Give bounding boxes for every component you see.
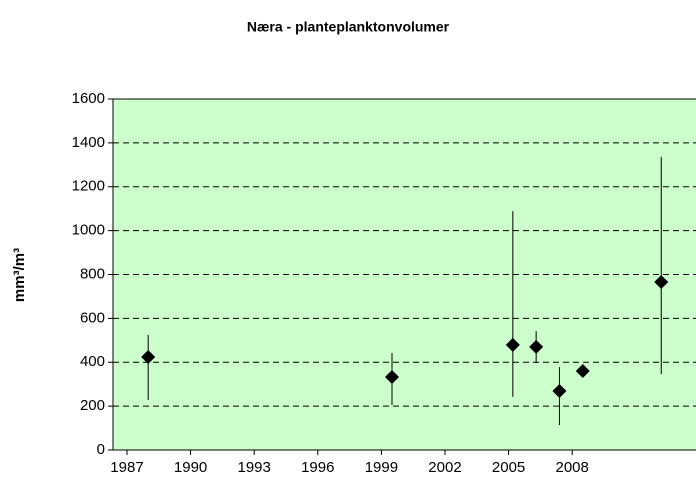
chart-title: Næra - planteplanktonvolumer <box>247 19 450 35</box>
y-tick-label: 200 <box>80 397 105 414</box>
x-tick-label: 1993 <box>238 459 271 476</box>
y-tick-label: 1400 <box>72 134 105 151</box>
marker <box>654 274 669 289</box>
marker <box>384 369 399 384</box>
y-tick-label: 600 <box>80 309 105 326</box>
marker <box>505 337 520 352</box>
x-tick-label: 1996 <box>301 459 334 476</box>
x-tick-label: 1990 <box>174 459 207 476</box>
y-tick-label: 400 <box>80 353 105 370</box>
x-tick-label: 1987 <box>110 459 143 476</box>
x-tick-label: 1999 <box>365 459 398 476</box>
marker <box>552 383 567 398</box>
y-tick-label: 800 <box>80 265 105 282</box>
marker <box>529 339 544 354</box>
x-tick-label: 2008 <box>556 459 589 476</box>
y-tick-label: 1200 <box>72 178 105 195</box>
marker <box>141 349 156 364</box>
y-tick-label: 1000 <box>72 222 105 239</box>
x-tick-label: 2002 <box>428 459 461 476</box>
x-tick-label: 2005 <box>492 459 525 476</box>
y-axis-label: mm³/m³ <box>11 248 28 302</box>
y-tick-label: 1600 <box>72 90 105 107</box>
marker <box>575 364 590 379</box>
y-tick-label: 0 <box>97 441 105 458</box>
